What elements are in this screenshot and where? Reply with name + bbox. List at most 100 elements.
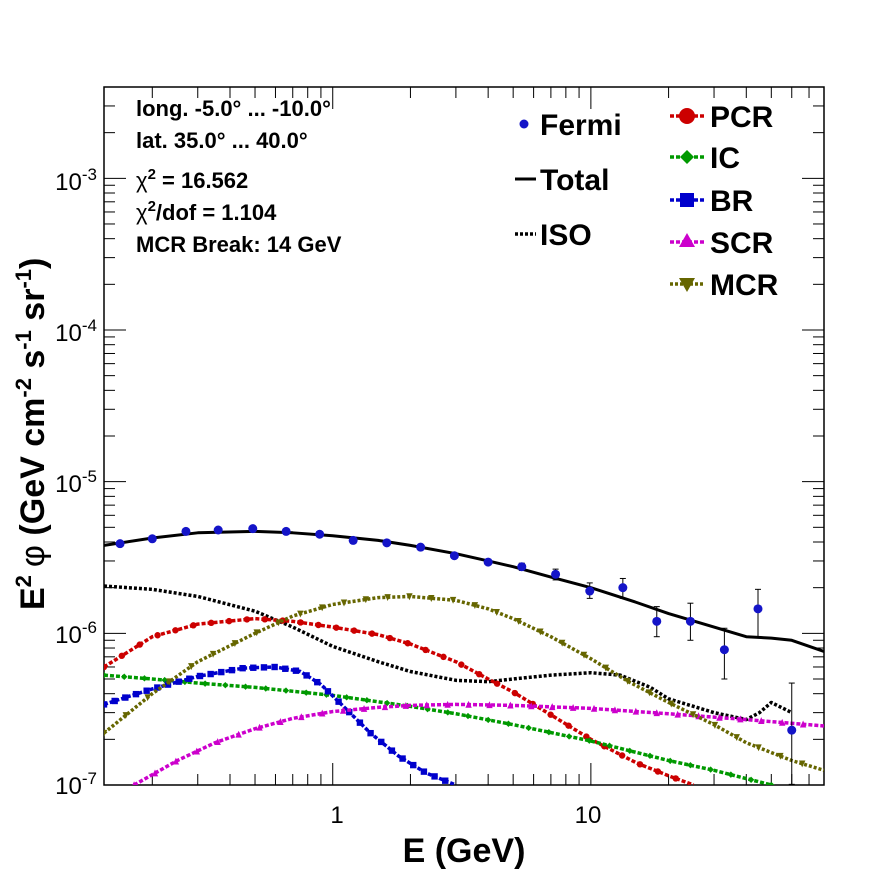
series-line-ic	[104, 673, 772, 785]
series-marker-ic	[545, 728, 553, 736]
series-marker-pcr	[636, 761, 644, 768]
series-marker-br	[388, 747, 396, 754]
fermi-point	[181, 526, 191, 536]
series-marker-pcr	[333, 624, 340, 631]
series-marker-scr	[632, 707, 640, 715]
series-marker-ic	[383, 699, 391, 707]
series-marker-br	[346, 708, 353, 716]
fermi-point	[213, 525, 223, 535]
series-marker-ic	[262, 685, 269, 692]
stats-mcr-break: MCR Break: 14 GeV	[136, 232, 342, 257]
series-marker-br	[186, 675, 193, 682]
series-marker-mcr	[558, 639, 566, 647]
fermi-marker	[719, 645, 729, 655]
series-marker-pcr	[654, 768, 662, 775]
series-marker-pcr	[136, 641, 143, 648]
series-marker-br	[111, 697, 118, 705]
legend-ic-marker	[680, 150, 694, 164]
series-marker-mcr	[602, 664, 610, 672]
series-marker-ic	[586, 737, 593, 744]
stats-chi2: χ2 = 16.562	[136, 166, 248, 193]
series-marker-pcr	[118, 652, 126, 659]
series-marker-br	[207, 670, 214, 678]
series-marker-pcr	[190, 622, 197, 629]
fermi-marker	[348, 535, 358, 545]
legend-iso-label: ISO	[540, 219, 592, 252]
series-marker-scr	[319, 709, 326, 717]
legend-scr-label: SCR	[710, 227, 774, 260]
series-marker-pcr	[315, 621, 322, 629]
fermi-marker	[585, 586, 595, 596]
y-tick-label: 10-6	[55, 618, 97, 649]
series-marker-pcr	[386, 634, 394, 642]
series-marker-scr	[507, 701, 514, 709]
series-marker-scr	[549, 703, 556, 711]
series-marker-br	[431, 773, 438, 780]
fermi-marker	[551, 569, 561, 579]
series-marker-scr	[465, 700, 472, 708]
series-marker-pcr	[225, 617, 233, 625]
series-marker-pcr	[672, 775, 679, 782]
fermi-point	[281, 526, 291, 536]
series-marker-mcr	[515, 618, 522, 625]
series-marker-br	[122, 694, 129, 701]
fermi-marker	[618, 583, 628, 593]
series-marker-mcr	[689, 711, 697, 719]
series-marker-pcr	[404, 640, 411, 647]
series-marker-ic	[768, 781, 775, 785]
series-marker-mcr	[122, 712, 130, 719]
legend-mcr-marker	[679, 278, 695, 292]
series-line-iso	[104, 584, 793, 722]
fermi-point	[585, 582, 595, 599]
fermi-marker	[181, 526, 191, 536]
series-marker-br	[420, 768, 428, 775]
series-marker-pcr	[583, 733, 590, 740]
fermi-marker	[652, 616, 662, 626]
series-marker-scr	[193, 747, 200, 755]
series-marker-br	[282, 665, 289, 672]
series-marker-mcr	[297, 610, 304, 618]
fermi-marker	[281, 526, 291, 536]
series-scr	[132, 700, 824, 785]
stats-block: long. -5.0° ... -10.0° lat. 35.0° ... 40…	[136, 96, 342, 257]
series-marker-br	[367, 729, 374, 737]
series-marker-mcr	[537, 628, 544, 636]
series-marker-br	[324, 688, 332, 695]
fermi-marker	[753, 604, 763, 614]
series-marker-br	[154, 684, 161, 691]
fermi-point	[551, 568, 561, 581]
series-marker-mcr	[104, 729, 108, 737]
legend-ic-label: IC	[710, 142, 740, 175]
series-marker-ic	[343, 694, 350, 701]
series-marker-pcr	[350, 627, 358, 634]
series-marker-ic	[485, 716, 492, 724]
series-marker-scr	[528, 702, 535, 710]
series-marker-mcr	[580, 651, 588, 659]
series-marker-scr	[799, 720, 807, 728]
series-marker-ic	[565, 733, 573, 740]
series-marker-scr	[758, 717, 765, 725]
series-marker-pcr	[243, 616, 251, 623]
series-marker-br	[314, 678, 321, 686]
fermi-point	[449, 551, 459, 561]
series-marker-br	[356, 719, 364, 726]
series-marker-scr	[339, 706, 347, 714]
series-marker-pcr	[207, 619, 215, 627]
series-marker-ic	[303, 689, 310, 696]
series-marker-ic	[505, 720, 512, 727]
series-marker-ic	[707, 766, 714, 773]
fermi-marker	[315, 529, 325, 539]
series-marker-mcr	[777, 752, 784, 760]
series-marker-br	[378, 738, 385, 746]
series-marker-ic	[464, 712, 472, 720]
series-marker-br	[218, 668, 225, 676]
series-total	[104, 529, 824, 653]
fermi-point	[618, 577, 628, 599]
fermi-marker	[787, 725, 797, 735]
series-marker-mcr	[231, 640, 239, 647]
series-marker-scr	[360, 704, 368, 712]
legend-mcr-label: MCR	[710, 269, 779, 302]
series-marker-scr	[674, 710, 681, 718]
series-marker-br	[239, 664, 246, 672]
